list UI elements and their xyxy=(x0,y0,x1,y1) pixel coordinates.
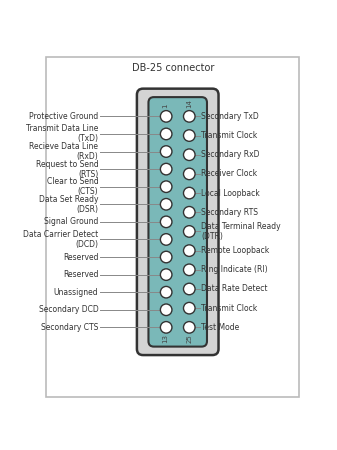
Circle shape xyxy=(160,111,172,122)
Text: Signal Ground: Signal Ground xyxy=(44,217,98,226)
Text: Recieve Data Line
(RxD): Recieve Data Line (RxD) xyxy=(29,142,98,161)
Circle shape xyxy=(183,149,195,161)
Circle shape xyxy=(160,322,172,333)
Text: DB-25 connector: DB-25 connector xyxy=(131,63,214,73)
Circle shape xyxy=(160,146,172,158)
Text: Data Carrier Detect
(DCD): Data Carrier Detect (DCD) xyxy=(23,230,98,249)
Circle shape xyxy=(160,304,172,315)
Text: Receiver Clock: Receiver Clock xyxy=(201,169,257,178)
Circle shape xyxy=(183,207,195,218)
Circle shape xyxy=(183,283,195,295)
Text: Transmit Data Line
(TxD): Transmit Data Line (TxD) xyxy=(26,125,98,144)
Circle shape xyxy=(183,168,195,180)
Text: 14: 14 xyxy=(186,99,192,108)
Text: Transmit Clock: Transmit Clock xyxy=(201,304,257,313)
Circle shape xyxy=(160,163,172,175)
FancyBboxPatch shape xyxy=(149,97,207,346)
Text: Ring Indicate (RI): Ring Indicate (RI) xyxy=(201,266,268,274)
Circle shape xyxy=(160,251,172,263)
Circle shape xyxy=(183,302,195,314)
Text: Secondary DCD: Secondary DCD xyxy=(39,305,98,314)
Circle shape xyxy=(160,128,172,140)
Text: 25: 25 xyxy=(186,334,192,342)
Circle shape xyxy=(160,181,172,193)
Circle shape xyxy=(160,286,172,298)
Text: Secondary RTS: Secondary RTS xyxy=(201,208,258,217)
Text: 13: 13 xyxy=(162,334,168,343)
Circle shape xyxy=(183,264,195,275)
Text: Protective Ground: Protective Ground xyxy=(29,112,98,121)
Text: Clear to Send
(CTS): Clear to Send (CTS) xyxy=(47,177,98,196)
Text: Data Set Ready
(DSR): Data Set Ready (DSR) xyxy=(39,195,98,214)
Circle shape xyxy=(160,198,172,210)
Circle shape xyxy=(183,111,195,122)
Text: Secondary TxD: Secondary TxD xyxy=(201,112,259,121)
Text: 1: 1 xyxy=(162,104,168,108)
Text: Request to Send
(RTS): Request to Send (RTS) xyxy=(36,160,98,179)
Text: Remote Loopback: Remote Loopback xyxy=(201,246,270,255)
Text: Local Loopback: Local Loopback xyxy=(201,189,260,198)
Text: Data Rate Detect: Data Rate Detect xyxy=(201,284,268,293)
Circle shape xyxy=(160,234,172,245)
Text: Data Terminal Ready
(DTR): Data Terminal Ready (DTR) xyxy=(201,222,281,241)
Circle shape xyxy=(183,187,195,199)
Text: Secondary CTS: Secondary CTS xyxy=(41,323,98,332)
Text: Reserved: Reserved xyxy=(63,252,98,261)
Text: Test Mode: Test Mode xyxy=(201,323,240,332)
Text: Secondary RxD: Secondary RxD xyxy=(201,150,260,159)
Circle shape xyxy=(160,216,172,228)
Circle shape xyxy=(183,322,195,333)
Text: Transmit Clock: Transmit Clock xyxy=(201,131,257,140)
FancyBboxPatch shape xyxy=(137,89,218,355)
Circle shape xyxy=(183,225,195,237)
Text: Reserved: Reserved xyxy=(63,270,98,279)
Circle shape xyxy=(183,245,195,256)
Text: Unassigned: Unassigned xyxy=(54,288,98,297)
Circle shape xyxy=(160,269,172,280)
Circle shape xyxy=(183,130,195,141)
